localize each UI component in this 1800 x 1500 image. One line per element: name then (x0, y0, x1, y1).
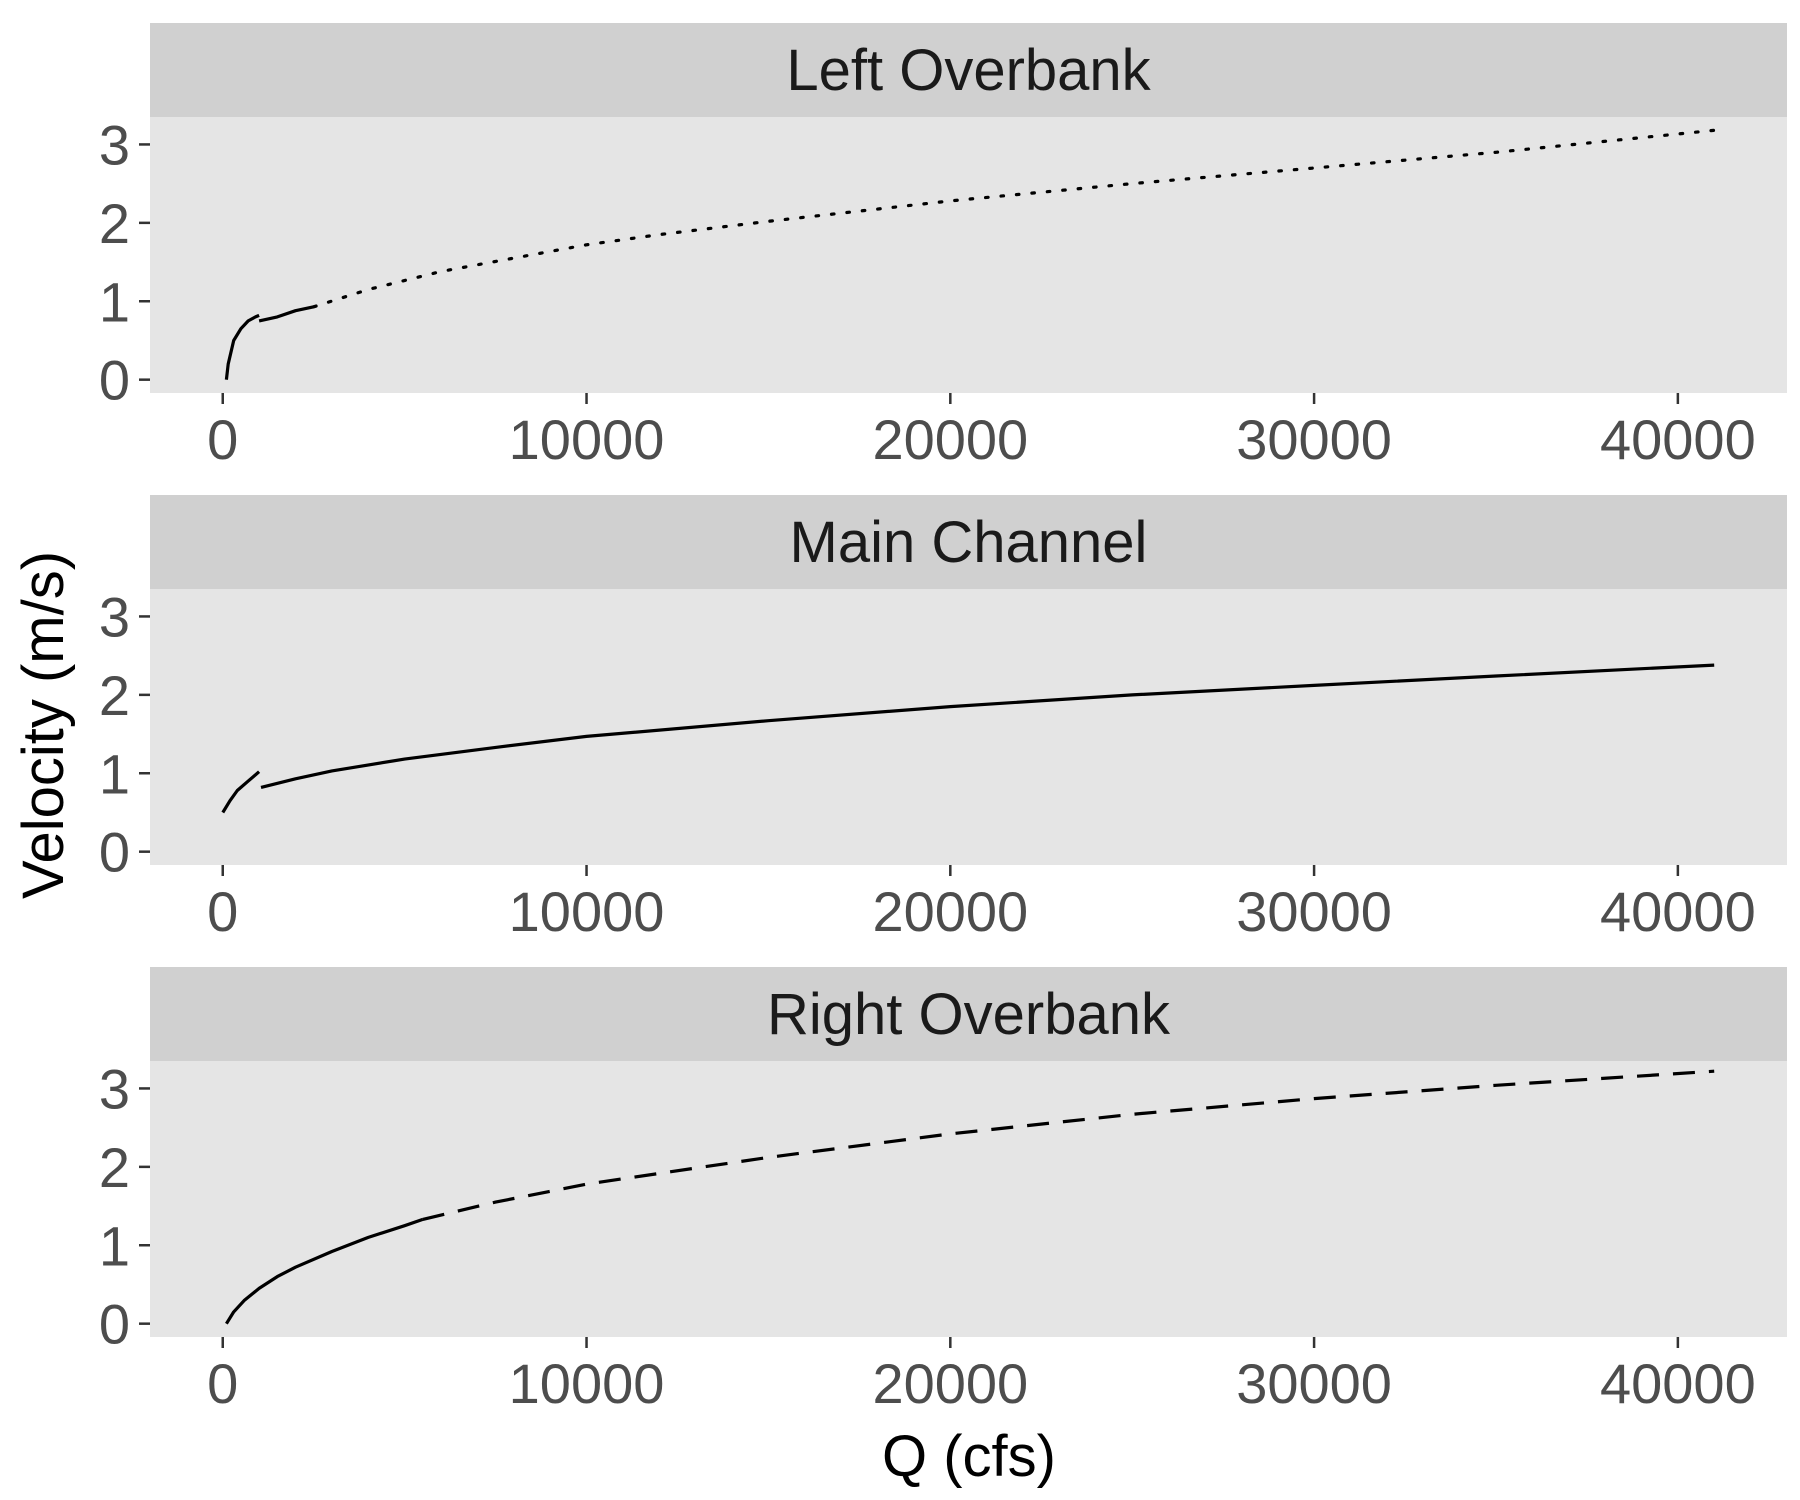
y-tick-label: 2 (99, 1136, 130, 1199)
facet-2: Main Channel 0 1 2 3 0 10000 20000 30000 40000 (99, 495, 1787, 943)
y-tick-label: 0 (99, 1293, 130, 1356)
series-line-solid (258, 305, 315, 323)
series-line-dashed (422, 1069, 1715, 1221)
series-line-dotted (312, 128, 1716, 309)
facet-3: Right Overbank 0 1 2 3 0 10000 20000 30000 40000 (99, 967, 1787, 1415)
y-tick-label: 1 (99, 742, 130, 805)
facet-title: Right Overbank (767, 982, 1171, 1047)
x-axis-title: Q (cfs) (882, 1424, 1056, 1489)
series-line-solid (221, 770, 261, 814)
x-tick-label: 20000 (872, 408, 1028, 471)
x-tick-label: 30000 (1236, 408, 1392, 471)
y-tick-label: 3 (99, 113, 130, 176)
x-tick-label: 0 (207, 408, 238, 471)
x-tick-label: 40000 (1600, 1352, 1756, 1415)
plot-panel (150, 117, 1787, 393)
x-tick-label: 30000 (1236, 1352, 1392, 1415)
facet-strip (150, 23, 1787, 117)
series-line-solid (224, 313, 260, 380)
x-tick-label: 10000 (509, 408, 665, 471)
y-tick-label: 0 (99, 349, 130, 412)
plot-panel (150, 1061, 1787, 1337)
x-tick-label: 10000 (509, 880, 665, 943)
facet-strip (150, 967, 1787, 1061)
y-tick-label: 2 (99, 664, 130, 727)
x-tick-label: 10000 (509, 1352, 665, 1415)
y-tick-label: 1 (99, 1214, 130, 1277)
facet-title: Left Overbank (786, 38, 1151, 103)
y-tick-label: 3 (99, 585, 130, 648)
x-tick-label: 40000 (1600, 880, 1756, 943)
x-tick-label: 20000 (872, 1352, 1028, 1415)
y-axis-title: Velocity (m/s) (11, 551, 76, 899)
x-tick-label: 40000 (1600, 408, 1756, 471)
y-tick-label: 0 (99, 821, 130, 884)
y-tick-label: 3 (99, 1057, 130, 1120)
series-line-solid (260, 663, 1715, 789)
x-tick-label: 0 (207, 1352, 238, 1415)
x-tick-label: 30000 (1236, 880, 1392, 943)
facet-strip (150, 495, 1787, 589)
series-line-solid (225, 1217, 424, 1325)
facet-1: Left Overbank 0 1 2 3 0 10000 20000 30000 40000 (99, 23, 1787, 471)
x-tick-label: 0 (207, 880, 238, 943)
facet-title: Main Channel (790, 510, 1148, 575)
plot-panel (150, 589, 1787, 865)
y-tick-label: 1 (99, 270, 130, 333)
x-tick-label: 20000 (872, 880, 1028, 943)
y-tick-label: 2 (99, 192, 130, 255)
